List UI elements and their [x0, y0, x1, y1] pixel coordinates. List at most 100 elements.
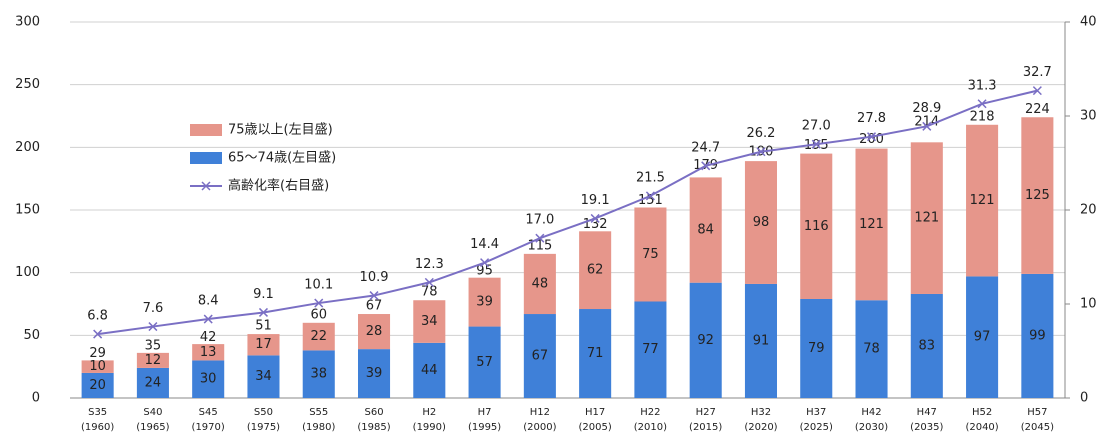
bar-value-label: 71 — [587, 346, 604, 361]
x-tick-label: S60 (1985) — [357, 407, 390, 433]
x-tick-label: S45 (1970) — [192, 407, 225, 433]
line-value-label: 28.9 — [912, 101, 941, 116]
line — [97, 89, 1038, 336]
bar-value-label: 125 — [1025, 188, 1050, 203]
bar-value-label: 92 — [697, 333, 714, 348]
line-value-label: 26.2 — [746, 126, 775, 141]
bar-segment — [523, 253, 556, 315]
line-marker — [922, 121, 932, 131]
bar-segment — [302, 322, 335, 351]
bar-value-label: 12 — [145, 353, 162, 368]
line-value-label: 14.4 — [470, 237, 499, 252]
line-value-label: 21.5 — [636, 170, 665, 185]
bar-segment — [689, 282, 722, 398]
total-label: 224 — [1025, 102, 1050, 117]
x-tick-label: S35 (1960) — [81, 407, 114, 433]
bar-value-label: 83 — [919, 338, 936, 353]
total-label: 42 — [200, 330, 217, 345]
x-tick-label: S40 (1965) — [136, 407, 169, 433]
bar-value-label: 38 — [310, 367, 327, 382]
bar-segment — [247, 334, 280, 356]
line-marker — [811, 139, 821, 149]
line-value-label: 6.8 — [87, 309, 108, 324]
bar-segment — [247, 355, 280, 398]
line-value-label: 19.1 — [581, 193, 610, 208]
bar-segment — [579, 309, 612, 398]
y2-tick-label: 40 — [1080, 15, 1097, 30]
x-tick-label: H17 (2005) — [579, 407, 612, 433]
bar-segment — [910, 293, 943, 398]
line-marker — [1032, 86, 1042, 96]
line-value-label: 27.0 — [802, 119, 831, 134]
x-tick-label: S50 (1975) — [247, 407, 280, 433]
line-marker — [756, 147, 766, 157]
y2-tick-label: 30 — [1080, 109, 1097, 124]
line-value-label: 7.6 — [143, 301, 164, 316]
bar-value-label: 79 — [808, 341, 825, 356]
line-marker — [977, 99, 987, 109]
bar-segment — [800, 298, 833, 398]
y2-tick-label: 0 — [1080, 391, 1088, 406]
line-marker — [424, 277, 434, 287]
bar-segment — [634, 301, 667, 398]
total-label: 195 — [804, 138, 829, 153]
bar-value-label: 98 — [753, 215, 770, 230]
bar-value-label: 10 — [89, 359, 106, 374]
bar-segment — [413, 300, 446, 343]
bar-value-label: 39 — [476, 295, 493, 310]
bar-segment — [1021, 117, 1054, 274]
bar-segment — [302, 350, 335, 398]
bar-segment — [523, 314, 556, 398]
x-tick-label: H27 (2015) — [689, 407, 722, 433]
bar-value-label: 28 — [366, 324, 383, 339]
bar-value-label: 20 — [89, 378, 106, 393]
line-value-label: 12.3 — [415, 257, 444, 272]
bar-segment — [81, 360, 114, 373]
bar-value-label: 13 — [200, 345, 217, 360]
bar-segment — [136, 352, 169, 368]
line-value-label: 32.7 — [1023, 65, 1052, 80]
line-value-label: 27.8 — [857, 111, 886, 126]
line-marker — [203, 314, 213, 324]
legend-swatch — [190, 152, 222, 164]
total-label: 35 — [145, 339, 162, 354]
total-label: 151 — [638, 193, 663, 208]
bar-value-label: 121 — [970, 193, 995, 208]
bar-value-label: 30 — [200, 372, 217, 387]
x-tick-label: H12 (2000) — [523, 407, 556, 433]
bar-segment — [966, 276, 999, 398]
legend-label: 高齢化率(右目盛) — [228, 178, 329, 194]
total-label: 29 — [89, 346, 106, 361]
y-tick-label: 300 — [15, 15, 40, 30]
total-label: 51 — [255, 319, 272, 334]
bar-value-label: 91 — [753, 333, 770, 348]
total-label: 218 — [970, 109, 995, 124]
bar-value-label: 17 — [255, 337, 272, 352]
legend-marker — [201, 181, 211, 191]
line-value-label: 9.1 — [253, 287, 274, 302]
bar-segment — [744, 283, 778, 398]
bar-value-label: 99 — [1029, 328, 1046, 343]
bar-segment — [468, 326, 501, 398]
x-tick-label: H32 (2020) — [744, 407, 777, 433]
y2-tick-label: 20 — [1080, 203, 1097, 218]
x-tick-label: H52 (2040) — [965, 407, 998, 433]
line-marker — [258, 307, 269, 317]
y-tick-label: 100 — [15, 265, 40, 280]
bar-value-label: 121 — [859, 217, 884, 232]
line-value-label: 10.9 — [360, 270, 389, 285]
line-marker — [866, 132, 877, 142]
x-tick-label: H7 (1995) — [468, 407, 501, 433]
bar-segment — [579, 231, 612, 310]
bar-segment — [468, 277, 501, 327]
bar-segment — [357, 349, 391, 398]
bar-value-label: 22 — [310, 329, 327, 344]
bar-value-label: 97 — [974, 330, 991, 345]
bar-value-label: 34 — [255, 369, 272, 384]
legend-label: 75歳以上(左目盛) — [228, 123, 333, 138]
bar-segment — [744, 161, 778, 284]
legend-swatch — [190, 124, 222, 136]
y-tick-label: 50 — [23, 328, 40, 343]
x-tick-label: H42 (2030) — [855, 407, 888, 433]
